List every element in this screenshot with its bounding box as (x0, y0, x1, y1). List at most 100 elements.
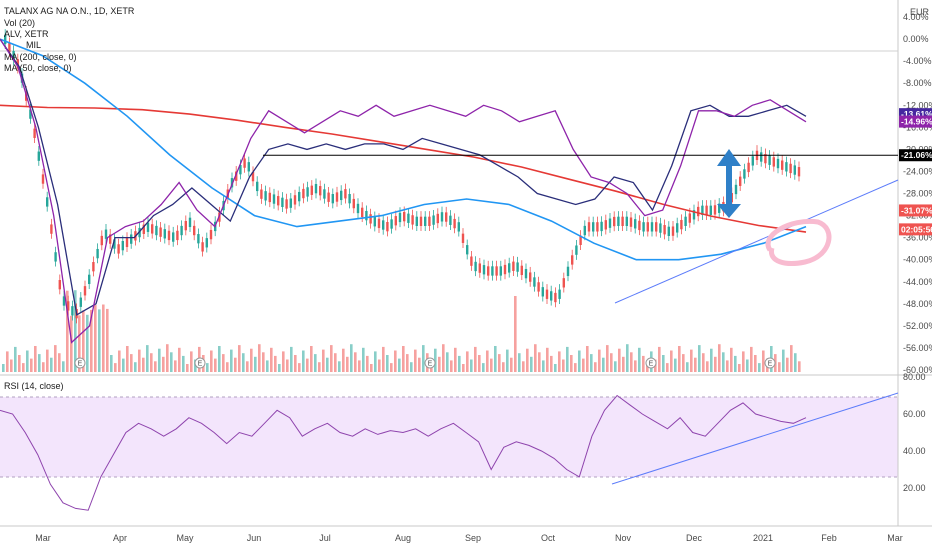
compare-series (0, 38, 807, 344)
price-candle (566, 266, 570, 277)
time-tick-label: Jul (319, 533, 331, 543)
volume-bar (190, 351, 193, 372)
volume-bar (694, 357, 697, 372)
price-candle (293, 195, 297, 205)
price-candle (390, 219, 393, 229)
volume-bar (534, 344, 537, 372)
volume-bar (786, 357, 789, 372)
volume-bar (278, 364, 281, 372)
price-candle (197, 234, 200, 244)
volume-bar (154, 361, 157, 372)
double-arrow-head-up (717, 149, 741, 166)
volume-bar (682, 354, 685, 372)
earnings-marker-label: E (768, 361, 773, 368)
volume-bar (630, 352, 633, 372)
volume-bar (86, 314, 89, 372)
volume-bar (218, 346, 221, 372)
price-candle (617, 216, 620, 227)
price-candle (583, 225, 586, 236)
volume-bar (502, 362, 505, 372)
volume-bar (626, 344, 629, 372)
price-candle (684, 216, 687, 227)
volume-bar (30, 358, 33, 372)
earnings-marker-label: E (428, 361, 433, 368)
volume-bar (658, 346, 661, 372)
price-candle (659, 223, 662, 233)
price-candle (558, 289, 561, 299)
price-candle (83, 286, 87, 296)
volume-bar (94, 305, 97, 372)
price-candle (340, 190, 343, 201)
volume-bar (14, 346, 17, 372)
volume-bar (294, 355, 297, 372)
volume-bar (42, 362, 45, 372)
price-candle (302, 188, 305, 199)
price-candle (772, 157, 775, 167)
volume-bar (466, 351, 469, 372)
price-candle (96, 248, 99, 259)
price-candle (671, 226, 675, 236)
volume-bar (138, 349, 141, 372)
volume-bar (458, 355, 461, 372)
price-candle (352, 198, 355, 209)
volume-bar (150, 353, 153, 372)
price-candle (550, 291, 553, 301)
volume-bar (338, 361, 341, 372)
volume-bar (118, 350, 121, 372)
price-candle (432, 215, 435, 225)
volume-bar (790, 345, 793, 372)
volume-bar (474, 346, 477, 372)
price-candle (487, 266, 490, 276)
price-candle (256, 181, 259, 192)
price-candle (356, 203, 360, 214)
time-tick-label: Oct (541, 533, 556, 543)
series-line-mil (0, 38, 807, 344)
moving-averages (0, 38, 807, 261)
volume-bar (610, 353, 613, 372)
volume-bar (90, 309, 93, 372)
volume-bar (166, 344, 169, 372)
price-candle (642, 222, 645, 232)
volume-bar (106, 308, 109, 372)
volume-bar (2, 364, 5, 372)
volume-bar (594, 362, 597, 372)
volume-bar (74, 290, 77, 372)
volume-bar (10, 359, 13, 372)
price-candle (739, 176, 742, 186)
volume-bar (462, 364, 465, 372)
volume-bar (762, 350, 765, 372)
price-candle (348, 194, 351, 204)
price-candle (680, 219, 683, 230)
volume-bar (554, 364, 557, 372)
volume-bar (78, 315, 81, 372)
volume-bar (706, 361, 709, 372)
volume-bar (606, 345, 609, 372)
volume-bar (314, 354, 317, 372)
volume-bar (570, 355, 573, 372)
volume-bar (522, 361, 525, 372)
price-candle (272, 194, 276, 204)
price-badge-label: -21.06% (901, 150, 932, 160)
volume-bar (674, 358, 677, 372)
price-candle (608, 218, 612, 228)
price-candle (138, 227, 141, 238)
volume-bar (642, 355, 645, 372)
volume-bar (326, 357, 329, 372)
volume-bar (34, 346, 37, 372)
price-candle (424, 216, 427, 227)
volume-bar (26, 350, 29, 372)
price-candle (491, 266, 494, 276)
volume-bar (114, 363, 117, 372)
price-candle (314, 183, 318, 194)
price-tick-label: -48.00% (903, 299, 932, 309)
price-tick-label: -60.00% (903, 365, 932, 375)
volume-bar (558, 351, 561, 372)
price-candle (663, 225, 666, 235)
volume-bar (322, 349, 325, 372)
volume-bar (710, 348, 713, 372)
volume-bar (686, 362, 689, 372)
price-candle (562, 278, 565, 288)
volume-bar (434, 348, 437, 372)
rsi-band (0, 397, 898, 477)
